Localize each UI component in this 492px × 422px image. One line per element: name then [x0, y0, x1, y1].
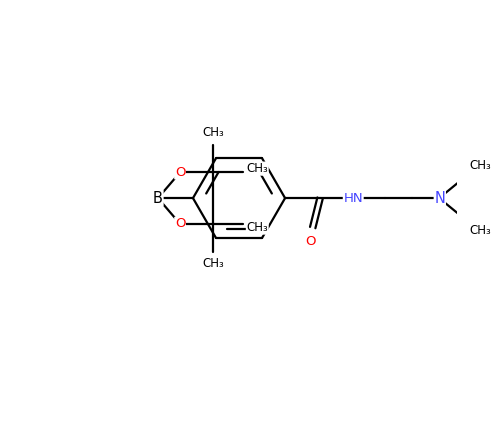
Text: HN: HN	[343, 192, 363, 205]
Text: CH₃: CH₃	[202, 257, 224, 270]
Text: O: O	[175, 166, 185, 179]
Text: O: O	[175, 217, 185, 230]
Text: CH₃: CH₃	[246, 221, 268, 234]
Text: CH₃: CH₃	[202, 126, 224, 139]
Text: B: B	[153, 191, 163, 206]
Text: O: O	[306, 235, 316, 248]
Text: CH₃: CH₃	[246, 162, 268, 175]
Text: CH₃: CH₃	[469, 224, 491, 237]
Text: N: N	[434, 191, 445, 206]
Text: CH₃: CH₃	[469, 160, 491, 172]
